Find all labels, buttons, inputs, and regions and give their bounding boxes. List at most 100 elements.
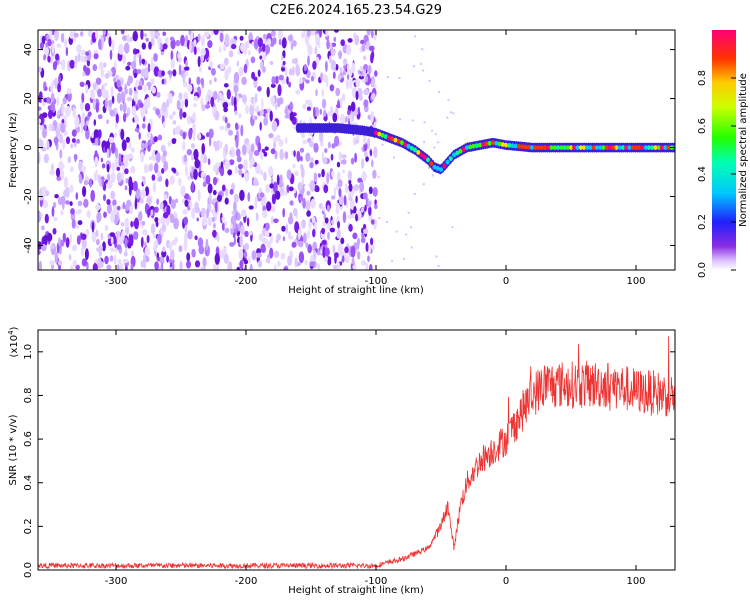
spectrogram-noise-cell — [66, 88, 72, 95]
spectrogram-noise-cell — [80, 100, 84, 112]
snr-marks — [38, 336, 675, 570]
spectrogram-noise-cell — [228, 129, 233, 136]
spectrogram-trace-core — [617, 145, 622, 151]
spectrogram-noise-cell — [212, 263, 217, 270]
spectrogram-noise-cell — [187, 115, 192, 125]
spectrogram-noise-cell — [263, 151, 268, 157]
spectrogram-noise-cell — [49, 260, 55, 266]
spectrogram-noise-cell — [237, 223, 241, 232]
spectrogram-noise-cell — [116, 172, 122, 183]
spectrogram-noise-cell — [64, 38, 68, 48]
spectrogram-noise-cell — [208, 128, 214, 139]
spectrogram-noise-cell — [54, 194, 59, 199]
spectrogram-noise-cell — [348, 224, 353, 232]
spectrogram-trace-core — [377, 131, 382, 137]
spectrogram-noise-cell — [221, 216, 226, 222]
spectrogram-noise-cell — [212, 90, 218, 101]
spectrogram-noise-cell — [270, 30, 276, 37]
spectrogram-noise-cell — [293, 207, 298, 217]
spectrogram-noise-cell — [47, 55, 51, 63]
spectrogram-noise-cell — [166, 205, 171, 216]
spectrogram-noise-cell — [120, 91, 125, 103]
spectrogram-noise-cell — [46, 96, 50, 104]
spectrogram-noise-cell — [257, 86, 262, 92]
spectrogram-noise-cell — [322, 157, 328, 165]
spectrogram-noise-cell — [124, 217, 129, 228]
spectrogram-noise-cell — [197, 189, 201, 202]
spectrogram-noise-cell — [238, 168, 243, 176]
spectrogram-trace-core — [481, 142, 486, 147]
spectrogram-noise-cell — [83, 198, 89, 208]
spectrogram-noise-cell — [41, 225, 45, 231]
spectrogram-noise-cell — [343, 64, 347, 70]
spectrogram-noise-cell — [282, 60, 286, 66]
spectrogram-noise-cell — [126, 96, 132, 102]
spectrogram-noise-cell — [276, 260, 281, 267]
spectrogram-noise-cell — [200, 48, 206, 56]
spectrogram-noise-cell — [118, 152, 122, 165]
spectrogram-noise-cell — [291, 40, 297, 47]
spectrogram-noise-cell — [261, 98, 264, 110]
spectrogram-noise-cell — [341, 93, 346, 102]
spectrogram-noise-cell — [223, 253, 229, 264]
spectrogram-trace-core — [546, 145, 551, 151]
spectrogram-noise-cell — [156, 170, 162, 177]
spectrogram-noise-cell — [309, 161, 314, 169]
spectrogram-sparse-cell — [438, 90, 440, 93]
spectrogram-noise-cell — [107, 173, 111, 182]
spectrogram-noise-cell — [229, 188, 234, 195]
spectrogram-noise-cell — [261, 210, 268, 219]
spectrogram-noise-cell — [62, 138, 66, 150]
spectrogram-noise-cell — [143, 67, 149, 79]
spectrogram-noise-cell — [214, 77, 217, 82]
spectrogram-noise-cell — [325, 60, 328, 72]
spectrogram-noise-cell — [84, 103, 91, 112]
spectrogram-noise-cell — [337, 243, 343, 256]
spectrogram-noise-cell — [272, 141, 277, 149]
spectrogram-noise-cell — [147, 123, 151, 133]
spectrogram-noise-cell — [124, 185, 128, 191]
spectrogram-noise-cell — [81, 92, 85, 103]
spectrogram-noise-cell — [238, 248, 244, 260]
spectrogram-noise-cell — [103, 82, 108, 87]
spectrogram-noise-cell — [235, 122, 239, 131]
spectrogram-noise-cell — [178, 64, 182, 76]
spectrogram-noise-cell — [332, 112, 338, 123]
spectrogram-noise-cell — [275, 75, 279, 85]
spectrogram-noise-cell — [303, 232, 307, 244]
spectrogram-noise-cell — [283, 267, 288, 270]
spectrogram-noise-cell — [328, 55, 332, 64]
spectrogram-noise-cell — [134, 115, 140, 125]
spectrogram-noise-cell — [321, 168, 325, 178]
spectrogram-noise-cell — [350, 157, 355, 165]
spectrogram-sparse-cell — [423, 141, 426, 144]
spectrogram-sparse-cell — [386, 220, 389, 223]
spectrogram-noise-cell — [44, 46, 50, 56]
spectrogram-trace-core — [650, 145, 655, 151]
spectrogram-noise-cell — [313, 250, 317, 261]
spectrogram-noise-cell — [206, 132, 210, 138]
spectrogram-noise-cell — [171, 239, 177, 246]
spectrogram-noise-cell — [235, 137, 239, 149]
spectrogram-noise-cell — [268, 133, 274, 139]
spectrogram-noise-cell — [170, 50, 174, 61]
spectrogram-sparse-cell — [450, 111, 453, 114]
spectrogram-noise-cell — [333, 186, 337, 199]
spectrogram-noise-cell — [293, 150, 296, 158]
spectrogram-noise-cell — [71, 129, 77, 137]
spectrogram-noise-cell — [170, 199, 176, 210]
spectrogram-noise-cell — [119, 104, 123, 112]
spectrogram-noise-cell — [329, 42, 333, 50]
spectrogram-noise-cell — [330, 48, 336, 57]
spectrogram-noise-cell — [265, 184, 271, 193]
spectrogram-noise-cell — [148, 83, 151, 91]
spectrogram-noise-cell — [135, 49, 140, 54]
spectrogram-trace-core — [624, 145, 629, 151]
spectrogram-noise-cell — [186, 260, 191, 269]
spectrogram-sparse-cell — [423, 121, 426, 124]
spectrogram-noise-cell — [65, 186, 70, 199]
spectrogram-noise-cell — [91, 133, 94, 139]
spectrogram-noise-cell — [111, 95, 115, 104]
spectrogram-noise-cell — [209, 79, 212, 85]
spectrogram-noise-cell — [270, 215, 275, 225]
